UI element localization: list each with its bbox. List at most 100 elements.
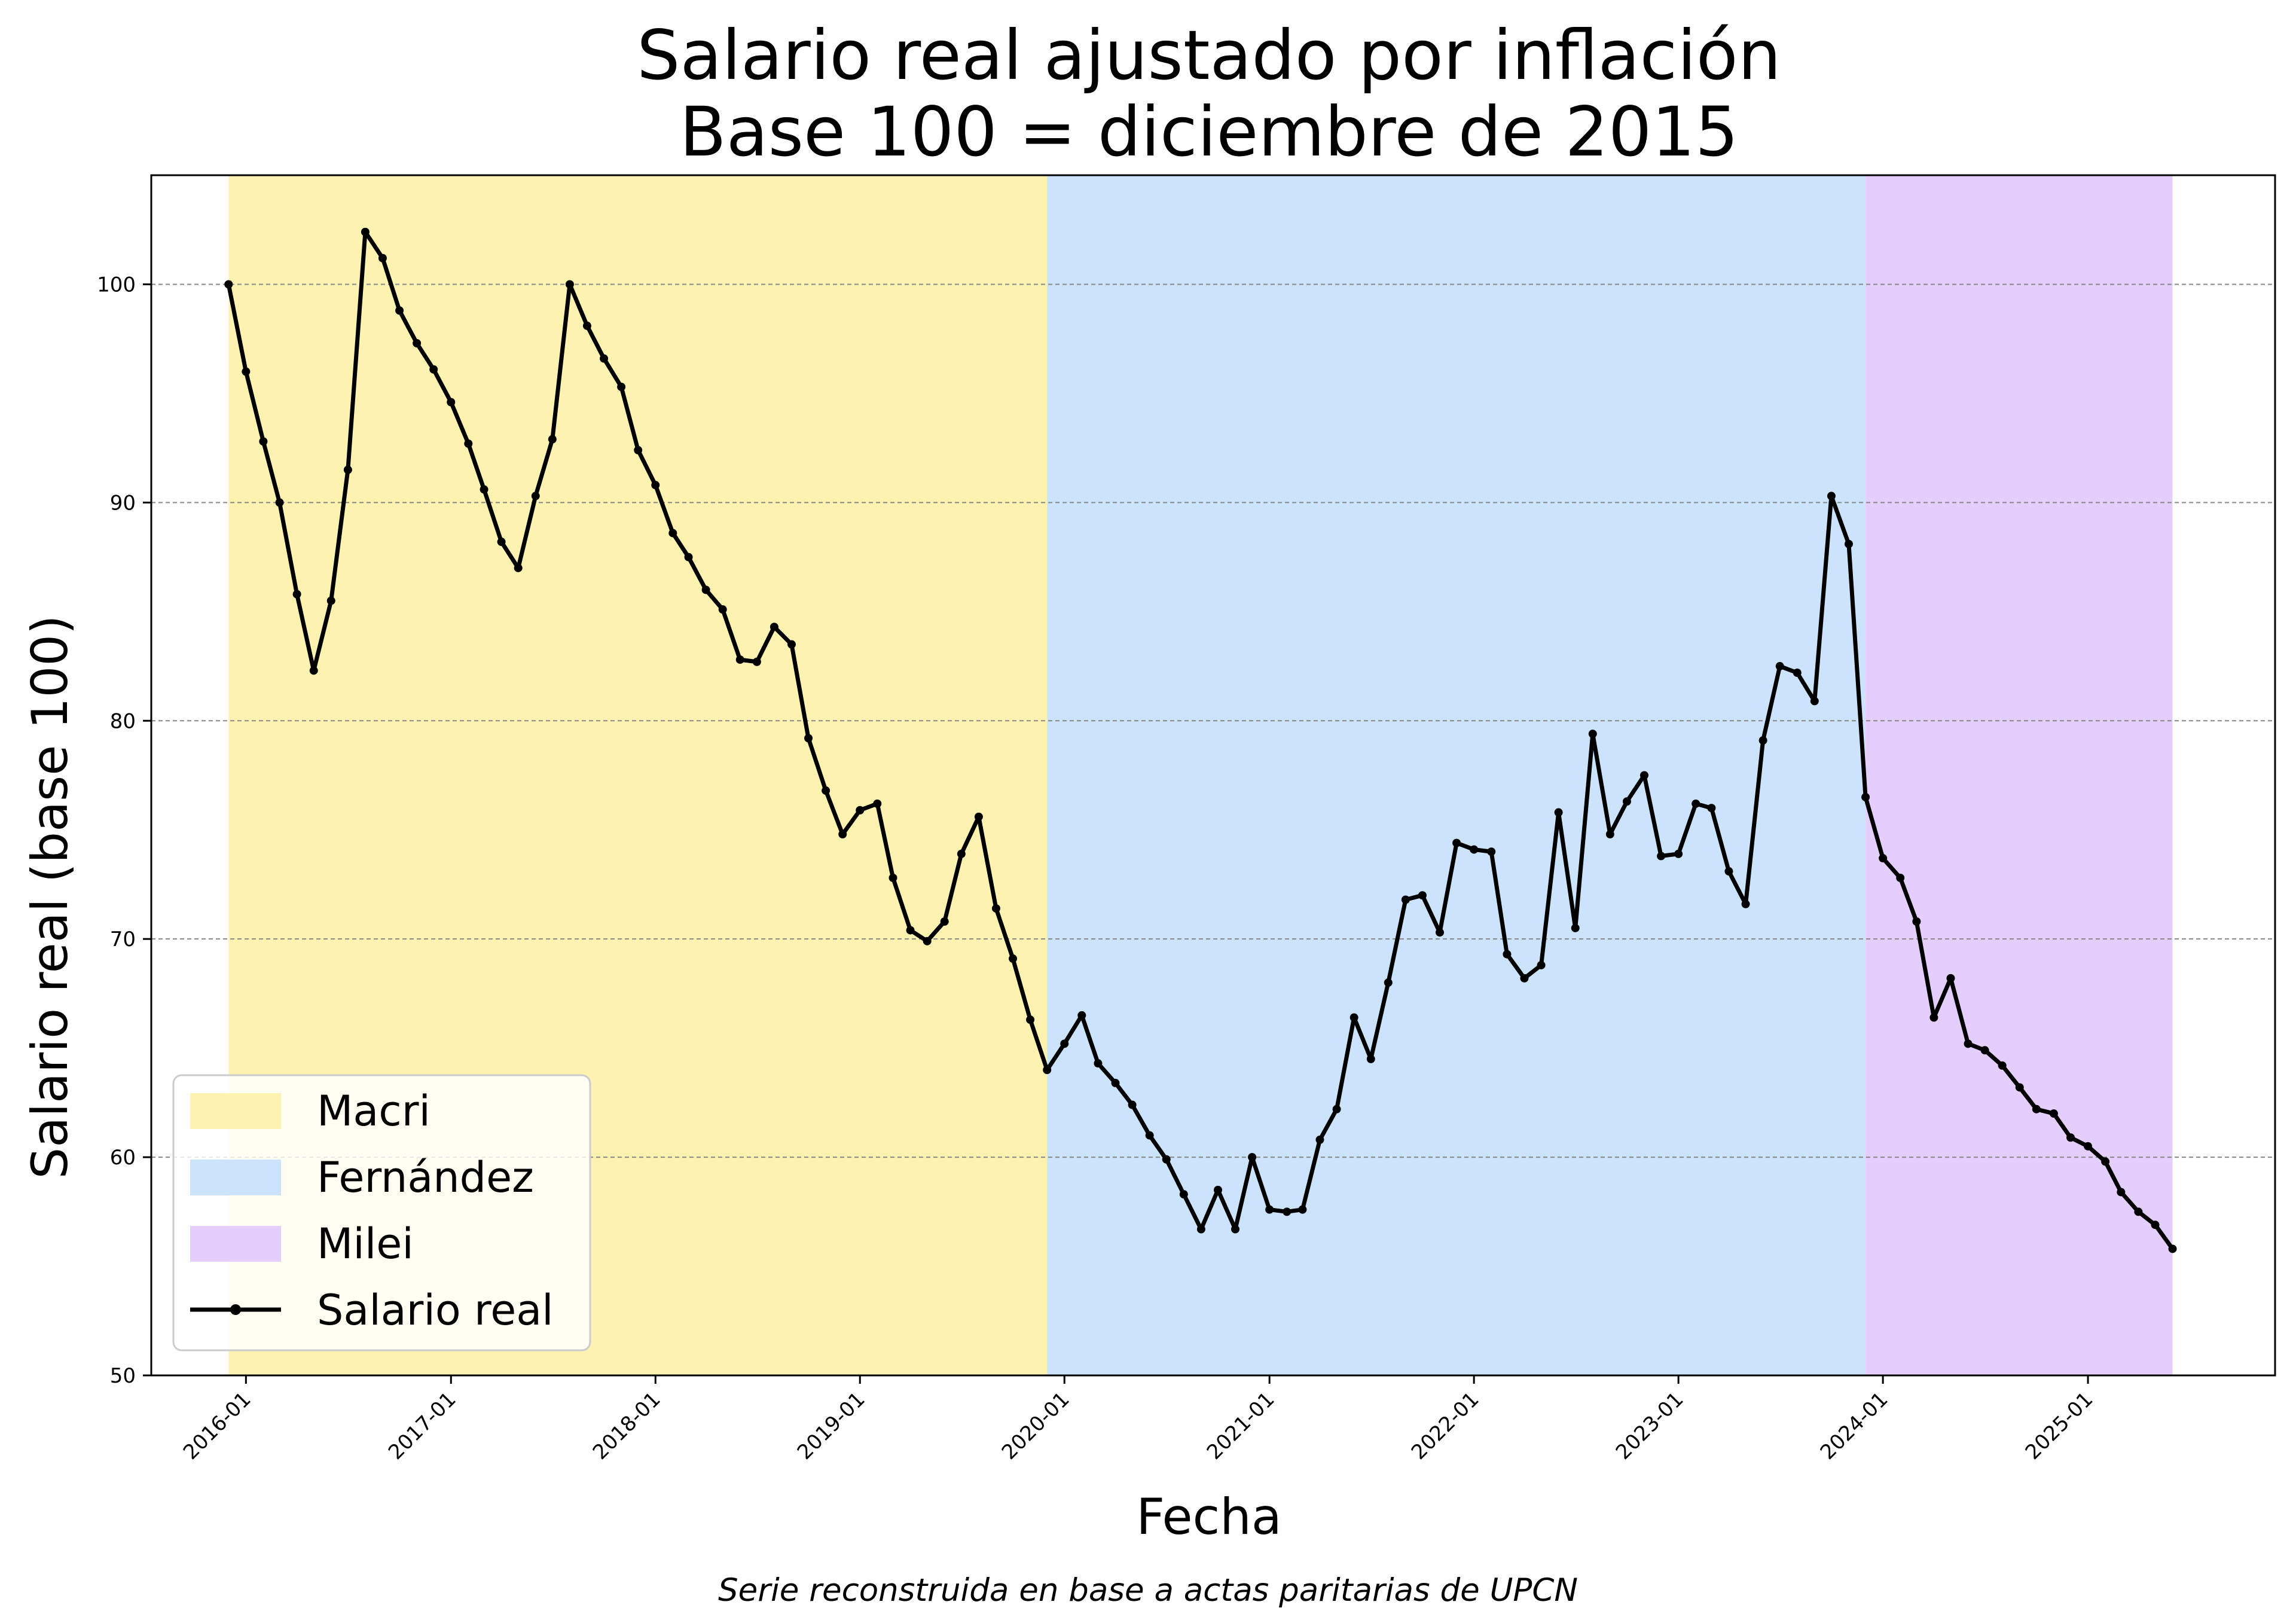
data-point-2020-03: [1094, 1059, 1103, 1068]
data-point-2020-12: [1248, 1153, 1257, 1162]
data-point-2023-09: [1810, 697, 1819, 706]
x-axis: 2016-01 2017-01 2018-01 2019-01 2020-01 2021-…: [179, 1375, 2097, 1465]
data-point-2022-01: [1470, 845, 1479, 854]
data-point-2016-05: [309, 666, 318, 675]
data-point-2020-10: [1213, 1185, 1222, 1194]
series-layer: [224, 227, 2177, 1253]
data-point-2019-09: [991, 904, 1000, 913]
data-point-2019-07: [957, 849, 966, 858]
data-point-2018-06: [735, 655, 744, 664]
data-point-2017-12: [634, 446, 643, 454]
data-point-2020-09: [1196, 1225, 1205, 1234]
x-tick-label-2016-01: 2016-01: [179, 1387, 256, 1465]
data-point-2017-04: [497, 538, 506, 547]
x-tick-label-2025-01: 2025-01: [2021, 1387, 2098, 1465]
data-point-2019-08: [974, 812, 983, 821]
data-point-2024-06: [1964, 1039, 1973, 1048]
data-point-2018-05: [718, 605, 727, 614]
x-tick-label-2017-01: 2017-01: [384, 1387, 461, 1465]
data-point-2017-02: [464, 439, 473, 448]
data-point-2019-02: [873, 799, 882, 808]
period-band-fernández: [1047, 175, 1866, 1375]
data-point-2023-04: [1724, 867, 1733, 876]
data-point-2025-06: [2168, 1244, 2177, 1253]
footnote: Serie reconstruida en base a actas parit…: [718, 1572, 1578, 1609]
data-point-2021-10: [1418, 891, 1427, 900]
data-point-2022-08: [1588, 730, 1597, 739]
legend: Macri Fernández Milei Salario real: [172, 1074, 591, 1351]
y-tick-label-60: 60: [110, 1146, 136, 1170]
y-tick-label-100: 100: [97, 273, 136, 297]
data-point-2025-05: [2151, 1221, 2160, 1229]
chart-title-line-1: Salario real ajustado por inflación: [637, 16, 1781, 95]
x-tick-label-2021-01: 2021-01: [1202, 1387, 1280, 1465]
data-point-2021-12: [1452, 838, 1461, 847]
data-point-2022-02: [1487, 847, 1496, 856]
data-point-2017-08: [565, 280, 574, 289]
data-point-2021-05: [1332, 1105, 1341, 1113]
x-tick-label-2020-01: 2020-01: [997, 1387, 1074, 1465]
data-point-2018-08: [770, 623, 778, 631]
legend-label-salario-real: Salario real: [317, 1286, 554, 1335]
data-point-2018-03: [684, 553, 693, 562]
data-point-2017-06: [531, 492, 540, 501]
data-point-2020-01: [1060, 1039, 1069, 1048]
data-point-2023-07: [1775, 662, 1784, 671]
x-tick-label-2023-01: 2023-01: [1611, 1387, 1689, 1465]
data-point-2016-06: [326, 596, 335, 605]
data-point-2022-06: [1554, 808, 1563, 817]
data-point-2018-07: [752, 657, 761, 666]
data-point-2021-06: [1349, 1013, 1358, 1022]
data-point-2024-09: [2015, 1083, 2024, 1092]
data-point-2019-12: [1043, 1066, 1052, 1075]
data-point-2022-07: [1571, 923, 1580, 932]
plot-frame: [150, 174, 2276, 1377]
data-point-2016-11: [413, 338, 422, 347]
data-point-2018-10: [804, 734, 813, 743]
data-point-2020-07: [1162, 1155, 1171, 1164]
data-point-2019-03: [889, 874, 897, 883]
data-point-2017-10: [600, 354, 609, 363]
data-point-2022-04: [1520, 974, 1529, 983]
x-tick-label-2019-01: 2019-01: [793, 1387, 870, 1465]
data-point-2023-12: [1861, 792, 1870, 801]
data-point-2024-02: [1896, 874, 1905, 883]
data-point-2021-11: [1435, 928, 1444, 937]
data-point-2021-03: [1298, 1205, 1307, 1214]
data-point-2019-11: [1026, 1015, 1035, 1024]
data-point-2025-02: [2101, 1157, 2110, 1166]
data-point-2017-03: [480, 485, 488, 494]
legend-marker-salario-real: [230, 1304, 241, 1315]
x-tick-label-2022-01: 2022-01: [1407, 1387, 1484, 1465]
legend-label-macri: Macri: [317, 1087, 430, 1136]
data-point-2018-01: [651, 481, 660, 490]
data-point-2019-04: [906, 926, 915, 935]
data-point-2018-12: [838, 830, 847, 839]
data-point-2023-01: [1674, 849, 1683, 858]
data-point-2020-02: [1077, 1011, 1086, 1020]
data-point-2022-03: [1503, 950, 1512, 959]
data-point-2018-04: [701, 585, 710, 594]
data-point-2020-05: [1128, 1100, 1137, 1109]
data-point-2016-04: [292, 590, 301, 599]
x-tick-label-2024-01: 2024-01: [1816, 1387, 1893, 1465]
data-point-2016-12: [429, 365, 438, 374]
data-point-2022-11: [1639, 771, 1648, 780]
data-point-2020-06: [1145, 1131, 1154, 1140]
y-axis: 50 60 70 80 90 100: [97, 273, 151, 1388]
data-point-2018-11: [822, 786, 831, 795]
data-point-2021-04: [1315, 1135, 1324, 1144]
legend-swatch-milei: [190, 1226, 281, 1262]
y-tick-label-90: 90: [110, 491, 136, 515]
data-point-2023-05: [1741, 899, 1750, 908]
data-point-2021-09: [1401, 895, 1410, 904]
data-point-2016-03: [275, 498, 284, 507]
data-point-2024-12: [2066, 1133, 2075, 1142]
y-tick-label-80: 80: [110, 709, 136, 733]
data-point-2019-06: [940, 917, 949, 926]
data-point-2015-12: [224, 280, 233, 289]
data-point-2023-10: [1827, 492, 1836, 501]
x-axis-label: Fecha: [1136, 1488, 1281, 1546]
data-point-2017-11: [617, 382, 626, 391]
